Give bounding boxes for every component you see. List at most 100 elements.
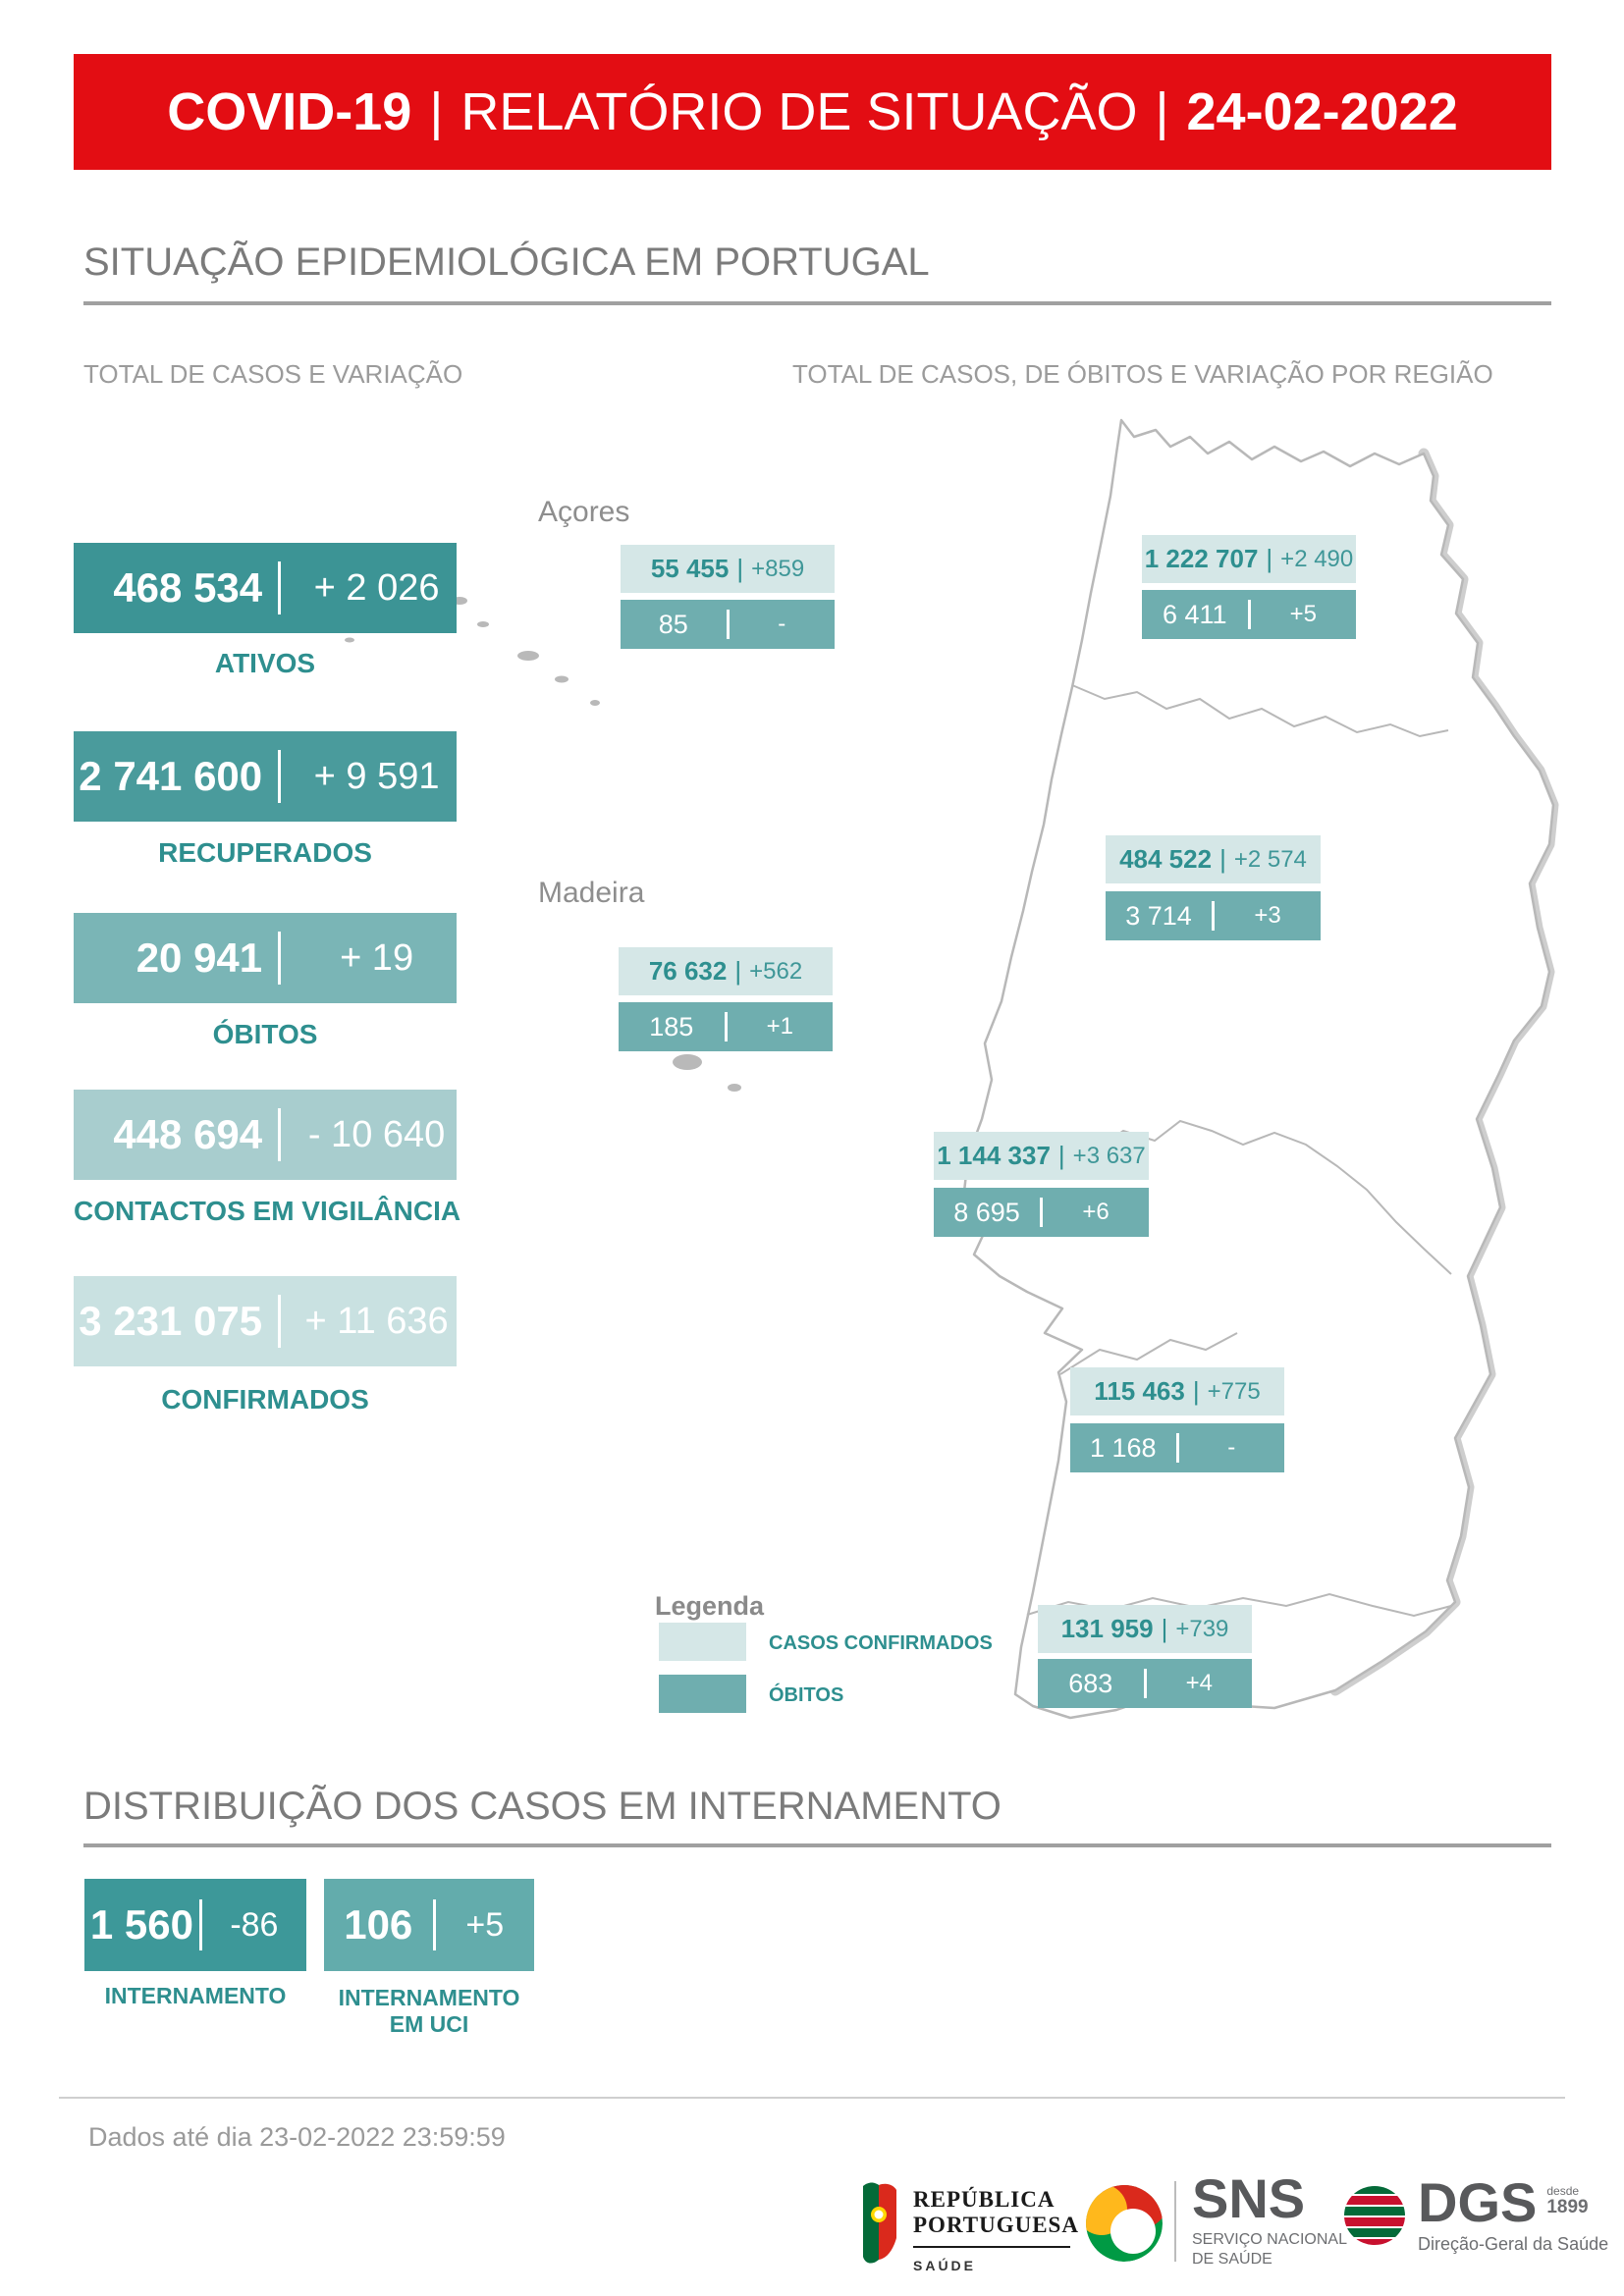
sns-line1: SERVIÇO NACIONAL [1192,2231,1347,2248]
logo-divider-rule [913,2246,1070,2248]
header-separator: | [1155,82,1169,141]
stat-box-recuperados: 2 741 600 + 9 591 [74,731,457,822]
region-deaths-delta: +4 [1185,1670,1213,1696]
legend-title: Legenda [655,1591,765,1621]
region-acores-deaths-box: 85 - [621,600,835,649]
region-cases: 1 222 707 [1144,544,1259,573]
divider: | [736,554,744,583]
region-madeira-deaths-box: 185 +1 [619,1002,833,1051]
region-deaths: 683 [1068,1668,1113,1698]
footer-rule [59,2097,1565,2099]
region-acores-cases-box: 55 455 | +859 [621,545,835,593]
dgs-abbr: DGS [1418,2171,1538,2233]
region-deaths-delta: +6 [1082,1199,1110,1225]
sns-wordmark: SNS SERVIÇO NACIONAL DE SAÚDE [1192,2167,1347,2269]
region-alentejo-deaths-box: 1 168 - [1070,1423,1284,1472]
region-deaths: 3 714 [1125,900,1192,931]
divider-bar [1212,901,1215,931]
divider-bar [1143,1669,1147,1698]
region-cases-delta: +3 637 [1072,1142,1146,1169]
region-deaths-delta: - [1227,1434,1236,1461]
region-madeira-label: Madeira [538,877,645,909]
legend-deaths-swatch [659,1675,746,1713]
region-deaths: 8 695 [953,1197,1020,1227]
republica-line2: PORTUGUESA [913,2213,1079,2237]
stat-delta: - 10 640 [307,1113,446,1155]
region-lvt-deaths-box: 8 695 +6 [934,1188,1149,1237]
title-divider-rule [83,1843,1551,1847]
sns-abbr: SNS [1192,2167,1306,2229]
legend-confirmed-label: CASOS CONFIRMADOS [769,1632,993,1654]
stat-delta: + 11 636 [304,1300,449,1342]
stat-box-confirmados: 3 231 075 + 11 636 [74,1276,457,1366]
region-lvt-cases-box: 1 144 337 | +3 637 [934,1132,1149,1180]
legend-confirmed-swatch [659,1623,746,1661]
region-cases-delta: +562 [749,957,803,985]
divider-bar [1247,600,1251,629]
region-algarve-cases-box: 131 959 | +739 [1038,1605,1252,1653]
legend-deaths-label: ÓBITOS [769,1684,844,1706]
republica-line1: REPÚBLICA [913,2187,1056,2212]
sns-line2: DE SAÚDE [1192,2251,1272,2268]
left-column-header: TOTAL DE CASOS E VARIAÇÃO [83,359,463,389]
dgs-desde: desde [1546,2184,1580,2198]
republica-portuguesa-wordmark: REPÚBLICA PORTUGUESA SAÚDE [913,2187,1079,2273]
header-banner: COVID-19 | RELATÓRIO DE SITUAÇÃO | 24-02… [74,54,1551,170]
divider-bar [278,561,282,614]
stat-value: 3 231 075 [79,1298,263,1344]
dgs-year: 1899 [1546,2197,1589,2217]
lvt-alentejo-border [1059,1332,1238,1375]
stat-box-obitos: 20 941 + 19 [74,913,457,1003]
section-epidemiology-title: SITUAÇÃO EPIDEMIOLÓGICA EM PORTUGAL [83,240,930,284]
stat-box-ativos: 468 534 + 2 026 [74,543,457,633]
dgs-subtitle: Direção-Geral da Saúde [1418,2234,1609,2254]
stat-label-confirmados: CONFIRMADOS [161,1384,369,1415]
region-centro-cases-box: 484 522 | +2 574 [1106,835,1321,883]
region-deaths: 1 168 [1089,1432,1157,1463]
region-deaths-delta: +5 [1289,601,1317,627]
logo-separator-line [1174,2181,1176,2262]
region-cases-delta: +859 [751,555,805,582]
divider-bar [278,1108,282,1161]
divider-bar [1040,1198,1043,1227]
stat-value: 106 [344,1901,413,1948]
internamento-uci-label: INTERNAMENTO EM UCI [338,1985,520,2037]
right-column-header: TOTAL DE CASOS, DE ÓBITOS E VARIAÇÃO POR… [792,359,1493,389]
divider: | [1192,1376,1200,1406]
sns-sphere-icon [1086,2185,1163,2262]
region-algarve-deaths-box: 683 +4 [1038,1659,1252,1708]
region-deaths: 85 [658,609,688,639]
stat-value: 468 534 [113,564,263,611]
region-deaths: 185 [649,1011,694,1041]
stat-delta: + 19 [340,936,414,979]
region-deaths-delta: - [778,611,786,637]
stat-label-obitos: ÓBITOS [212,1019,318,1049]
dgs-globe-icon [1344,2186,1405,2245]
madeira-islands-icon [673,1054,741,1092]
region-deaths-delta: +3 [1254,902,1281,929]
divider-bar [1175,1433,1179,1463]
region-cases: 131 959 [1060,1614,1154,1643]
region-cases: 1 144 337 [937,1141,1051,1170]
divider: | [1161,1614,1168,1643]
stat-value: 448 694 [113,1111,263,1157]
divider: | [1266,544,1273,573]
islands-graphic [318,597,741,1092]
stat-delta: + 9 591 [313,755,440,797]
divider-bar [724,1012,728,1041]
dgs-wordmark: DGS desde 1899 Direção-Geral da Saúde [1418,2171,1609,2255]
region-cases-delta: +739 [1175,1615,1229,1642]
stat-value: 2 741 600 [79,753,263,799]
divider-bar [198,1899,202,1950]
republica-saude: SAÚDE [913,2258,977,2273]
stat-label-contactos: CONTACTOS EM VIGILÂNCIA [74,1196,461,1226]
region-cases-delta: +2 574 [1233,845,1307,873]
stat-label-recuperados: RECUPERADOS [158,837,372,868]
header-separator: | [429,82,444,141]
region-norte-deaths-box: 6 411 +5 [1142,590,1356,639]
region-acores-label: Açores [538,496,630,528]
region-cases: 55 455 [650,554,730,583]
region-centro-deaths-box: 3 714 +3 [1106,891,1321,940]
data-cutoff-note: Dados até dia 23-02-2022 23:59:59 [88,2122,506,2152]
